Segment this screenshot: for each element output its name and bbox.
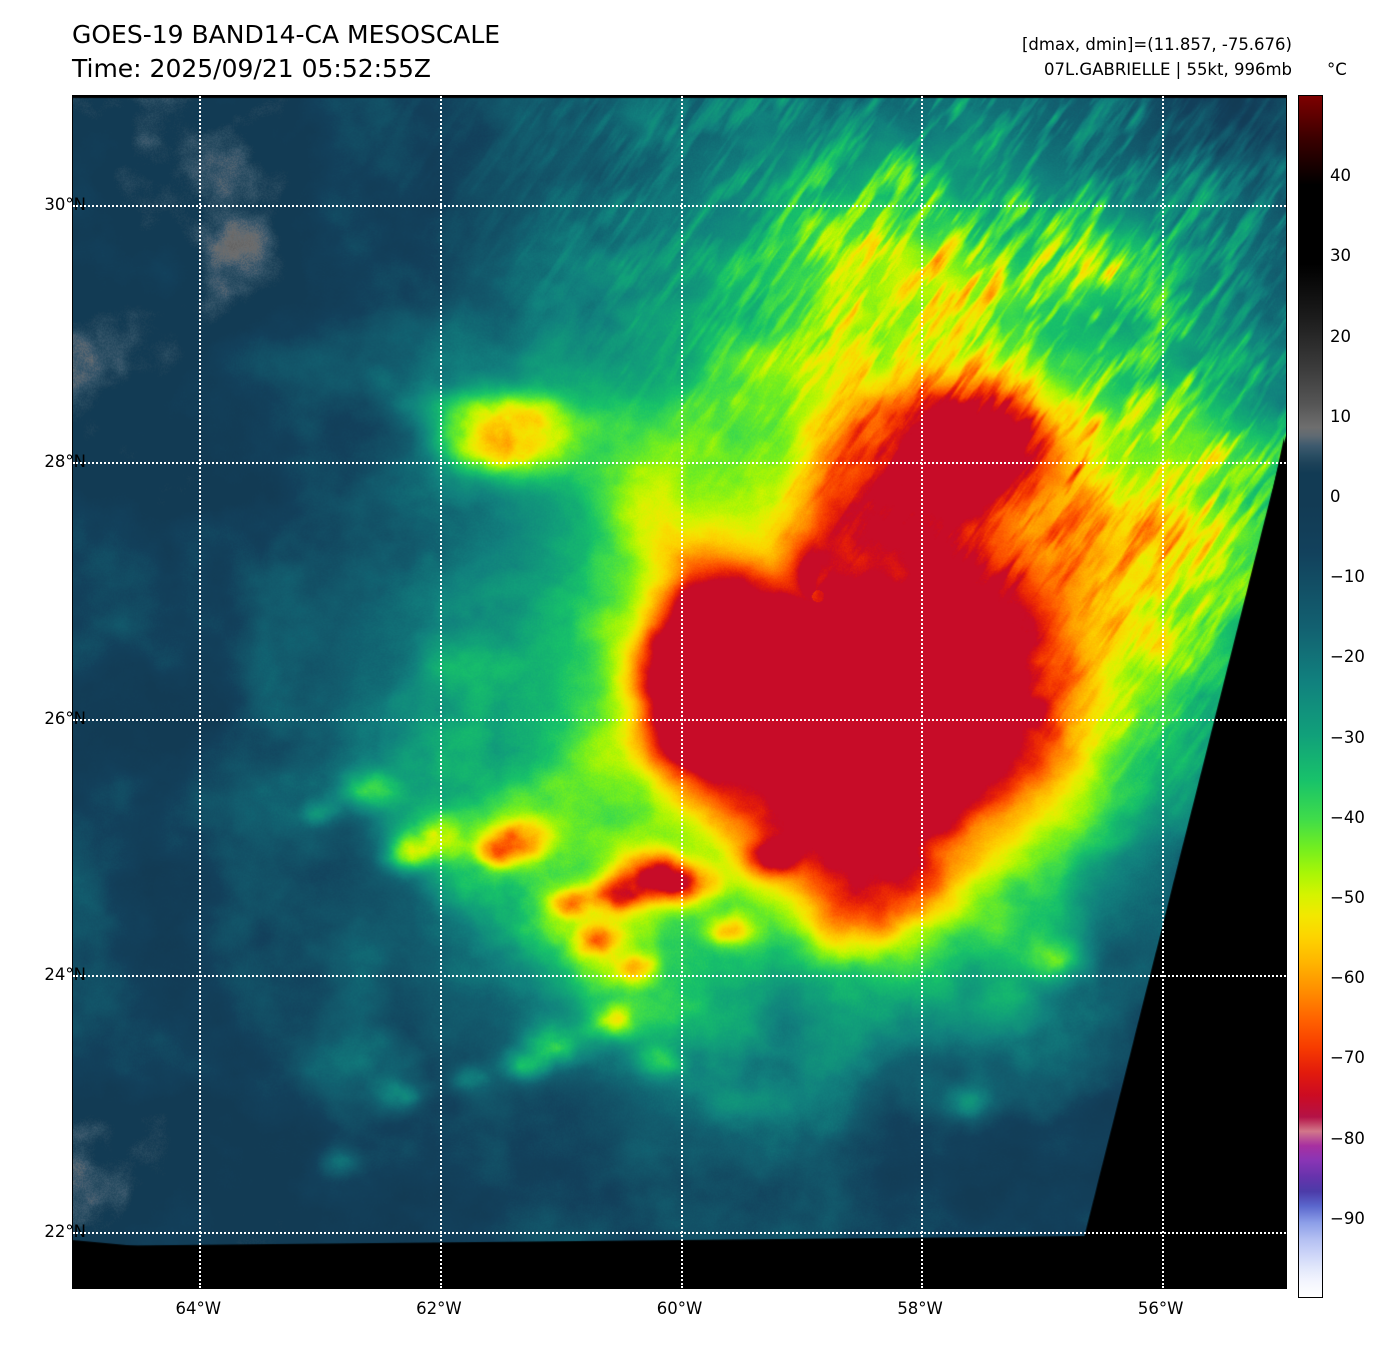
colorbar-tick--70: −70 [1330, 1048, 1365, 1068]
lat-tick-label-22: 22°N [44, 1222, 86, 1242]
satellite-image-plot[interactable]: Copyright © 2020-2025 Dapiya [72, 95, 1287, 1289]
dmax-dmin-label: [dmax, dmin]=(11.857, -75.676) [1022, 35, 1292, 54]
colorbar-tick-10: 10 [1330, 406, 1351, 426]
colorbar-tick--20: −20 [1330, 647, 1365, 667]
timestamp-label: Time: 2025/09/21 05:52:55Z [72, 54, 431, 83]
lon-tick-label-58: 58°W [897, 1299, 943, 1318]
lat-tick-label-26: 26°N [44, 708, 86, 728]
colorbar-tick-0: 0 [1330, 487, 1341, 506]
lon-tick-label-62: 62°W [416, 1299, 462, 1318]
lon-tick-label-64: 64°W [175, 1299, 222, 1318]
infrared-satellite-canvas [73, 96, 1286, 1288]
colorbar-tick--80: −80 [1330, 1128, 1365, 1148]
lat-tick-label-30: 30°N [44, 195, 86, 215]
colorbar-unit-label: °C [1327, 60, 1347, 79]
lat-tick-label-28: 28°N [44, 451, 86, 471]
storm-info-label: 07L.GABRIELLE | 55kt, 996mb [1044, 60, 1292, 79]
colorbar-tick--40: −40 [1330, 807, 1365, 827]
colorbar-tick--30: −30 [1330, 727, 1365, 747]
temperature-colorbar[interactable] [1298, 95, 1323, 1298]
page-title: GOES-19 BAND14-CA MESOSCALE [72, 20, 501, 49]
metadata-block: [dmax, dmin]=(11.857, -75.676) 07L.GABRI… [1022, 32, 1292, 82]
colorbar-tick--90: −90 [1330, 1208, 1365, 1228]
title-block: GOES-19 BAND14-CA MESOSCALE Time: 2025/0… [72, 18, 500, 86]
colorbar-tick-30: 30 [1330, 246, 1351, 266]
colorbar-tick-20: 20 [1330, 326, 1351, 346]
lon-tick-label-56: 56°W [1137, 1299, 1184, 1318]
colorbar-tick-40: 40 [1330, 166, 1351, 186]
colorbar-tick--50: −50 [1330, 888, 1365, 907]
lon-tick-label-60: 60°W [656, 1299, 703, 1318]
lat-tick-label-24: 24°N [44, 965, 86, 985]
colorbar-tick--10: −10 [1330, 567, 1365, 587]
colorbar-tick--60: −60 [1330, 968, 1365, 988]
